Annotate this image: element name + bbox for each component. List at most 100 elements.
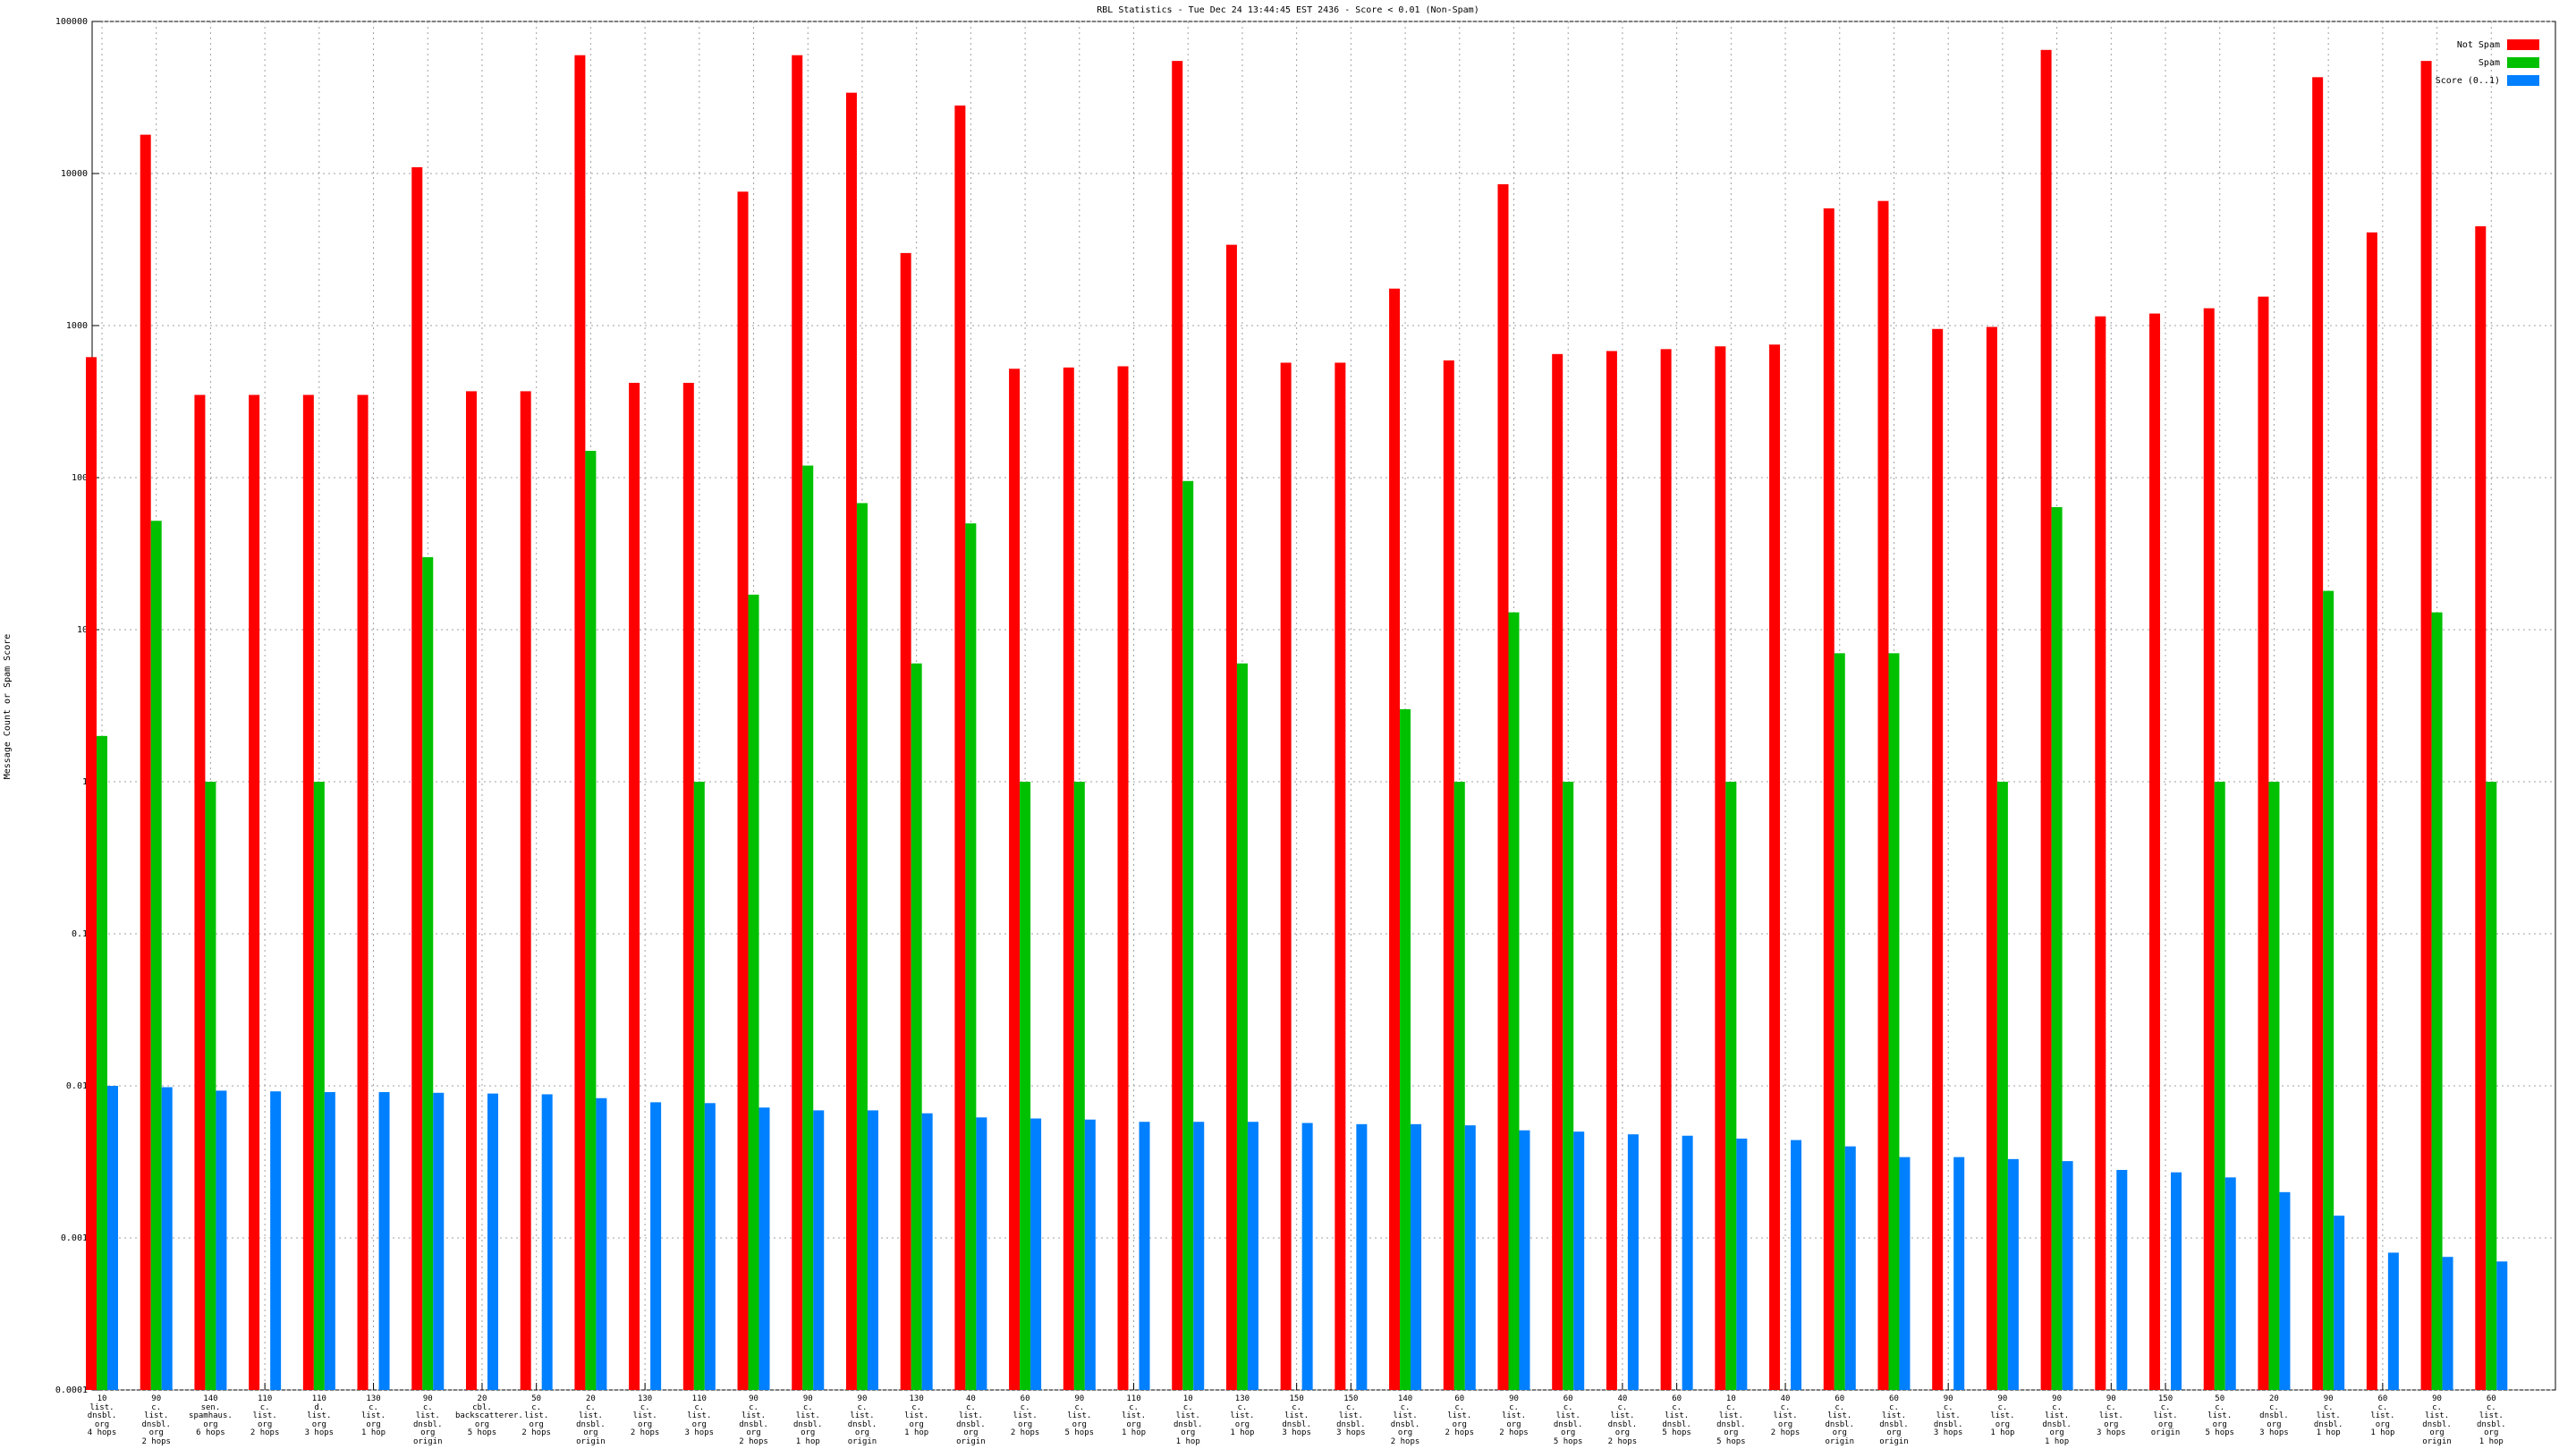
bar (1736, 1138, 1748, 1390)
x-tick-label: 90 c. list. org 1 hop (1990, 1394, 2015, 1437)
bar (1791, 1140, 1802, 1390)
bar (520, 391, 531, 1390)
bar (2051, 506, 2063, 1390)
chart-title: RBL Statistics - Tue Dec 24 13:44:45 EST… (1097, 5, 1479, 15)
bar (1247, 1122, 1258, 1390)
bar (1443, 360, 1454, 1390)
bar (2431, 612, 2443, 1390)
bar (1453, 782, 1465, 1390)
bar (965, 523, 977, 1390)
bar (1335, 362, 1346, 1391)
x-tick-label: 110 d. list. org 3 hops (304, 1394, 335, 1437)
legend-swatch (2507, 39, 2539, 50)
bar (900, 252, 911, 1390)
x-tick-label: 110 c. list. org 1 hop (1121, 1394, 1147, 1437)
bar (1563, 782, 1574, 1390)
x-tick-label: 40 c. list. dnsbl. org origin (956, 1394, 986, 1446)
bar (2279, 1191, 2291, 1390)
y-tick-label: 10000 (61, 169, 88, 179)
bar (1172, 61, 1183, 1391)
x-tick-label: 150 c. list. dnsbl. 3 hops (1282, 1394, 1311, 1437)
legend-label: Not Spam (2457, 40, 2500, 50)
x-tick-label: 50 c. list. org 2 hops (521, 1394, 551, 1437)
legend-label: Spam (2479, 58, 2500, 68)
bar (867, 1110, 878, 1390)
bar (976, 1117, 987, 1390)
x-tick-label: 130 c. list. org 1 hop (361, 1394, 386, 1437)
bar (1573, 1131, 1585, 1390)
x-tick-label: 90 c. list. org 5 hops (1064, 1394, 1095, 1437)
bar (1280, 362, 1292, 1391)
x-tick-label: 60 c. list. dnsbl. org origin (1879, 1394, 1909, 1446)
bar (1464, 1125, 1476, 1390)
bar (748, 594, 759, 1390)
bar (911, 663, 922, 1390)
x-tick-label: 110 c. list. org 2 hops (250, 1394, 280, 1437)
x-tick-label: 150 c. list. org origin (2150, 1394, 2181, 1437)
bar (2214, 782, 2225, 1390)
bar (205, 782, 216, 1390)
bar (792, 55, 803, 1391)
x-tick-label: 10 c. list. dnsbl. org 1 hop (1173, 1394, 1203, 1446)
bar (1182, 480, 1194, 1390)
bar (1660, 349, 1672, 1390)
legend-swatch (2507, 75, 2539, 86)
bar (1844, 1146, 1856, 1390)
bar (1606, 351, 1617, 1390)
bar (422, 556, 434, 1390)
bar (1953, 1157, 1965, 1390)
x-tick-label: 90 c. list. dnsbl. org origin (413, 1394, 443, 1446)
x-tick-label: 60 c. list. org 2 hops (1445, 1394, 1475, 1437)
bar (194, 394, 206, 1390)
legend-swatch (2507, 57, 2539, 68)
bar (2366, 232, 2377, 1390)
bar (2062, 1161, 2073, 1390)
y-tick-label: 0.0001 (55, 1385, 88, 1395)
x-tick-label: 40 c. list. org 2 hops (1770, 1394, 1801, 1437)
bar (411, 166, 423, 1390)
bar (856, 503, 868, 1390)
bar (140, 134, 151, 1391)
bar (1073, 782, 1085, 1390)
bar (1888, 653, 1900, 1390)
plot-frame (91, 21, 2556, 1391)
bar (465, 391, 477, 1390)
bar (954, 105, 966, 1390)
y-tick-label: 100000 (55, 17, 88, 27)
bar (1084, 1119, 1096, 1390)
bar (1411, 1123, 1422, 1390)
bar (2387, 1252, 2399, 1390)
bar (2442, 1257, 2453, 1390)
bar (1301, 1123, 1313, 1390)
bar (1627, 1134, 1639, 1390)
bar (2334, 1216, 2345, 1390)
y-tick-label: 1 (82, 777, 88, 787)
x-tick-label: 90 c. list. org 2 hops (1499, 1394, 1529, 1437)
bar (1899, 1157, 1911, 1390)
bar (2258, 296, 2269, 1391)
x-tick-label: 90 c. list. dnsbl. org 2 hops (141, 1394, 171, 1446)
bar (1063, 367, 1074, 1391)
bar (845, 92, 857, 1391)
bar (1877, 200, 1889, 1391)
bar (921, 1113, 933, 1390)
bar (1932, 328, 1944, 1390)
x-tick-label: 90 c. list. dnsbl. org origin (2422, 1394, 2452, 1446)
bar (1356, 1123, 1368, 1390)
bar (574, 55, 586, 1391)
bar (107, 1086, 118, 1390)
bar (693, 782, 705, 1390)
x-tick-label: 20 c. dnsbl. org 3 hops (2259, 1394, 2289, 1437)
x-tick-label: 110 c. list. org 3 hops (684, 1394, 715, 1437)
bar (97, 735, 107, 1390)
bar (1996, 782, 2008, 1390)
bar (682, 383, 694, 1390)
x-tick-label: 60 c. list. dnsbl. org 5 hops (1553, 1394, 1583, 1446)
bar (86, 357, 97, 1390)
x-tick-label: 10 list. dnsbl. org 4 hops (87, 1394, 117, 1437)
bar (302, 394, 314, 1390)
bar (161, 1087, 173, 1390)
bar (629, 383, 640, 1390)
bar (1030, 1118, 1042, 1390)
